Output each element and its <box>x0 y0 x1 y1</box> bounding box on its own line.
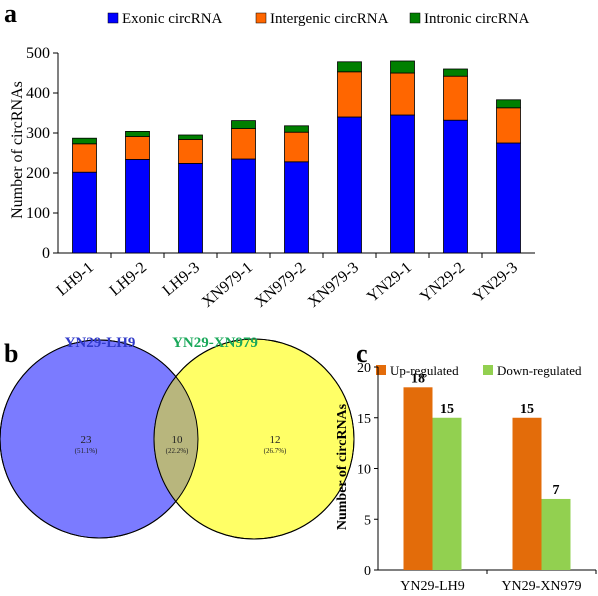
panel-a-bar-segment <box>496 142 521 254</box>
panel-a-bar-segment <box>390 114 415 254</box>
panel-a-bar-segment <box>284 161 309 254</box>
venn-right-title: YN29-XN979 <box>172 335 258 351</box>
panel-a-bar-segment <box>443 75 468 121</box>
panel-a-bar-segment <box>72 143 97 173</box>
panel-c-y-tick-label: 5 <box>364 513 371 528</box>
panel-a-bar-segment <box>443 119 468 254</box>
panel-a-bar-segment <box>443 68 468 77</box>
panel-a-legend-label: Intronic circRNA <box>424 11 530 27</box>
panel-a-bar-segment <box>231 128 256 160</box>
venn-right-only-count: 12 <box>270 434 281 446</box>
panel-c-letter: c <box>356 339 368 368</box>
panel-a-y-tick-label: 100 <box>26 205 50 222</box>
panel-c-bar <box>403 387 433 570</box>
panel-a-y-tick-label: 500 <box>26 45 50 62</box>
venn-right-only-percent: (26.7%) <box>264 447 287 455</box>
panel-a-x-tick-label: YN29-1 <box>364 259 415 306</box>
venn-left-only-count: 23 <box>81 434 93 446</box>
panel-c-bars: 18 15 15 7 <box>403 371 571 570</box>
panel-a-x-tick-label: LH9-2 <box>106 259 150 299</box>
panel-a-legend-swatch <box>107 12 119 24</box>
panel-c-bar-value-label: 15 <box>520 402 534 417</box>
panel-a-bars <box>72 60 521 254</box>
panel-a-x-tick-label: YN29-2 <box>417 259 468 306</box>
panel-b: b YN29-LH9 YN29-XN979 23 (51.1%) 10 (22.… <box>0 335 355 540</box>
venn-both-count: 10 <box>172 434 184 446</box>
venn-left-only-percent: (51.1%) <box>75 447 98 455</box>
panel-a-bar-segment <box>496 99 521 109</box>
panel-a-bar-segment <box>337 71 362 118</box>
panel-a-axes: 0 100 200 300 400 500 <box>26 45 535 262</box>
panel-a-bar-segment <box>178 162 203 254</box>
panel-c-bar <box>512 417 542 570</box>
panel-a-bar-segment <box>72 137 97 145</box>
panel-c-x-tick-label: YN29-LH9 <box>400 579 465 594</box>
panel-c-legend-swatch <box>483 365 493 375</box>
panel-a-x-tick-label: LH9-1 <box>53 259 97 299</box>
panel-a-bar-segment <box>178 134 203 140</box>
panel-a-y-tick-label: 300 <box>26 125 50 142</box>
venn-left-outline <box>0 339 199 539</box>
panel-a-x-tick-label: XN979-2 <box>252 259 309 311</box>
panel-a-x-tick-label: LH9-3 <box>159 259 203 299</box>
venn-both-percent: (22.2%) <box>166 447 189 455</box>
panel-c-bar-value-label: 18 <box>411 371 425 386</box>
venn-right-outline <box>153 338 355 540</box>
panel-a-y-tick-label: 200 <box>26 165 50 182</box>
panel-c-y-tick-label: 15 <box>357 412 371 427</box>
panel-c-bar <box>432 417 462 570</box>
panel-c-bar-value-label: 7 <box>553 483 560 498</box>
panel-c-x-tick-label: YN29-XN979 <box>501 579 581 594</box>
panel-a-bar-segment <box>284 131 309 163</box>
panel-a-bar-segment <box>178 138 203 164</box>
panel-c-legend-label: Up-regulated <box>390 363 459 378</box>
panel-c-legend-swatch <box>376 365 386 375</box>
panel-a-legend-swatch <box>255 12 267 24</box>
panel-a-x-tick-label: XN979-3 <box>305 259 362 311</box>
panel-a-bar-segment <box>231 158 256 254</box>
panel-a-legend: Exonic circRNA Intergenic circRNA Intronic… <box>107 11 530 27</box>
panel-a-bar-segment <box>337 116 362 254</box>
panel-a-bar-segment <box>337 61 362 73</box>
panel-a: a Number of circRNAs Exonic circRNA Inter… <box>4 0 535 311</box>
panel-c-y-axis-title: Number of circRNAs <box>335 403 350 530</box>
panel-c-bar <box>541 498 571 570</box>
panel-a-bar-segment <box>231 120 256 129</box>
panel-a-y-tick-label: 400 <box>26 85 50 102</box>
panel-c-y-tick-label: 10 <box>357 463 371 478</box>
panel-a-x-tick-label: XN979-1 <box>199 259 256 311</box>
panel-a-bar-segment <box>125 130 150 137</box>
panel-a-bar-segment <box>496 107 521 144</box>
panel-a-bar-segment <box>284 125 309 133</box>
panel-b-letter: b <box>4 339 18 368</box>
panel-a-bar-segment <box>72 171 97 254</box>
panel-c-legend-label: Down-regulated <box>497 363 582 378</box>
panel-a-bar-segment <box>390 72 415 116</box>
panel-c-axes: 0 5 10 15 20 <box>357 361 597 579</box>
panel-c: c Number of circRNAs Up-regulated Down-re… <box>335 339 597 594</box>
panel-a-y-tick-label: 0 <box>42 245 50 262</box>
panel-c-x-tick-labels: YN29-LH9 YN29-XN979 <box>400 579 581 594</box>
panel-a-legend-label: Intergenic circRNA <box>270 11 389 27</box>
venn-left-title: YN29-LH9 <box>65 335 136 351</box>
panel-a-letter: a <box>4 0 17 28</box>
panel-a-legend-swatch <box>409 12 421 24</box>
panel-a-legend-label: Exonic circRNA <box>122 11 223 27</box>
panel-a-x-tick-label: YN29-3 <box>470 259 521 306</box>
panel-c-y-tick-label: 20 <box>357 361 371 376</box>
panel-a-bar-segment <box>125 136 150 160</box>
panel-c-y-tick-label: 0 <box>364 564 371 579</box>
panel-a-bar-segment <box>390 60 415 74</box>
panel-c-bar-value-label: 15 <box>440 402 454 417</box>
panel-c-legend: Up-regulated Down-regulated <box>376 363 582 378</box>
panel-a-y-axis-title: Number of circRNAs <box>9 81 26 219</box>
panel-a-bar-segment <box>125 158 150 254</box>
